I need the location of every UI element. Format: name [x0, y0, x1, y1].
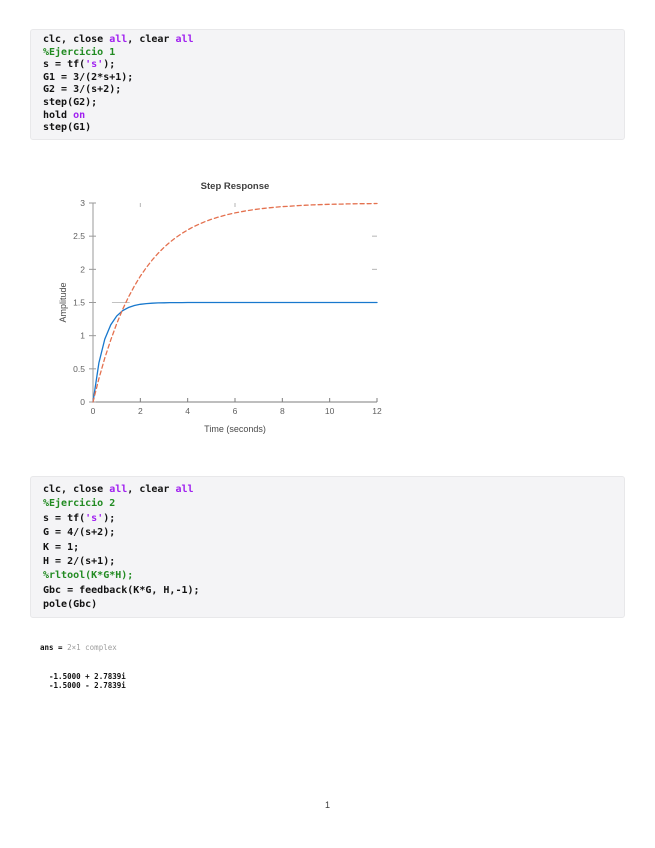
code-line: s = tf('s'); [43, 59, 612, 72]
code-line: pole(Gbc) [43, 598, 612, 612]
code-token: step(G2); [43, 96, 98, 108]
code-token: ); [103, 512, 116, 524]
code-token: s = tf( [43, 512, 86, 524]
code-token: clc, close [43, 484, 110, 495]
code-token: pole(Gbc) [43, 599, 98, 611]
code-line: G2 = 3/(s+2); [43, 84, 612, 97]
y-tick-label: 1 [80, 331, 85, 341]
chart-title: Step Response [201, 181, 270, 192]
code-line: clc, close all, clear all [43, 483, 612, 497]
code-token-st: 's' [85, 59, 104, 71]
code-token-cm: %Ejercicio 2 [43, 498, 116, 510]
code-line: K = 1; [43, 541, 612, 555]
code-token-kw: all [175, 34, 194, 45]
code-line: clc, close all, clear all [43, 34, 612, 47]
code-token-kw: all [109, 484, 128, 495]
x-tick-label: 6 [233, 406, 238, 416]
code-line: H = 2/(s+1); [43, 555, 612, 569]
code-line: step(G1) [43, 122, 612, 135]
output-values: -1.5000 + 2.7839i -1.5000 - 2.7839i [40, 672, 126, 691]
ans-dimensions: 2×1 complex [67, 643, 117, 652]
code-token-kw: all [109, 34, 128, 45]
code-token-kw: all [175, 484, 194, 495]
output-value: -1.5000 + 2.7839i [40, 671, 126, 681]
y-tick-label: 1.5 [73, 298, 85, 308]
x-tick-label: 4 [185, 406, 190, 416]
x-axis-label: Time (seconds) [204, 424, 266, 434]
code-line: hold on [43, 110, 612, 123]
x-tick-label: 12 [372, 406, 382, 416]
y-tick-label: 2.5 [73, 231, 85, 241]
y-tick-label: 2 [80, 264, 85, 274]
code-line: step(G2); [43, 97, 612, 110]
code-token-st: 's' [85, 512, 104, 524]
code-line: %rltool(K*G*H); [43, 569, 612, 583]
code-token: G2 = 3/(s+2); [43, 84, 122, 96]
code-token: step(G1) [43, 122, 92, 134]
x-tick-label: 10 [325, 406, 335, 416]
y-tick-label: 0.5 [73, 364, 85, 374]
code-line: %Ejercicio 1 [43, 47, 612, 60]
output-header: ans = 2×1 complex [40, 643, 126, 653]
output-value: -1.5000 - 2.7839i [40, 681, 126, 690]
code-token-cm: %rltool(K*G*H); [43, 570, 134, 582]
code-line: Gbc = feedback(K*G, H,-1); [43, 584, 612, 598]
code-token: H = 2/(s+1); [43, 556, 116, 568]
code-line: G = 4/(s+2); [43, 526, 612, 540]
y-tick-label: 3 [80, 198, 85, 208]
code-token: clc, close [43, 34, 110, 45]
code-token: , clear [127, 34, 176, 45]
series-G1 [92, 202, 378, 403]
x-tick-label: 2 [138, 406, 143, 416]
y-axis-label: Amplitude [58, 282, 68, 322]
step-response-plot: 0 2 4 6 8 10 12 0 0.5 1 1.5 2 2.5 3 Step Response Time … [58, 181, 382, 434]
code-token: G = 4/(s+2); [43, 527, 116, 539]
code-token: ); [103, 59, 116, 71]
code-token: G1 = 3/(2*s+1); [43, 71, 134, 83]
code-token: K = 1; [43, 541, 80, 553]
code-token-cm: %Ejercicio 1 [43, 46, 116, 58]
page-number: 1 [324, 800, 330, 810]
code-token-kw: on [73, 109, 86, 121]
code-token: , clear [127, 484, 176, 495]
figure-step-response: 0 2 4 6 8 10 12 0 0.5 1 1.5 2 2.5 3 Step Response Time … [40, 170, 400, 450]
code-line: %Ejercicio 2 [43, 497, 612, 511]
code-token: hold [43, 109, 74, 121]
ans-label: ans = [40, 643, 68, 652]
x-tick-label: 8 [280, 406, 285, 416]
y-tick-label: 0 [80, 397, 85, 407]
code-token: Gbc = feedback(K*G, H,-1); [43, 584, 200, 596]
code-token: s = tf( [43, 59, 86, 71]
code-line: s = tf('s'); [43, 512, 612, 526]
x-tick-label: 0 [91, 406, 96, 416]
series-G2 [92, 301, 378, 403]
code-line: G1 = 3/(2*s+1); [43, 72, 612, 85]
command-output: ans = 2×1 complex -1.5000 + 2.7839i -1.5… [40, 624, 126, 710]
